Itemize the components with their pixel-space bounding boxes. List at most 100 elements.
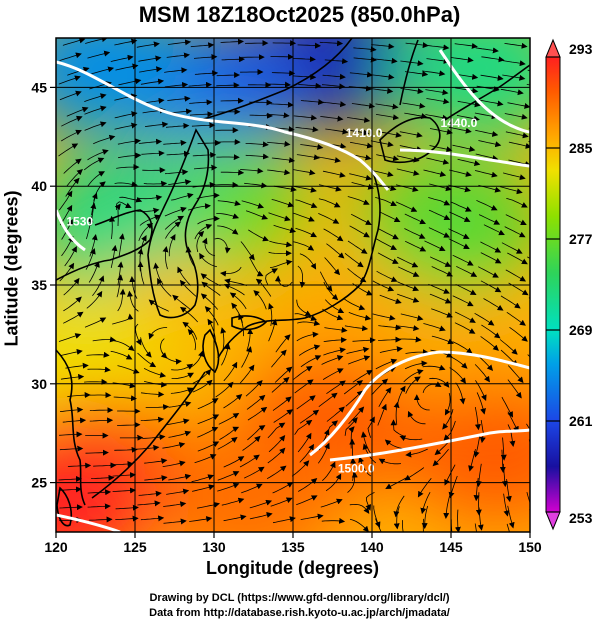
streamline [214,237,231,254]
streamline [404,467,425,481]
coastline-shikoku [231,315,268,331]
streamline [220,169,245,176]
streamline [166,488,190,495]
streamline [244,466,265,479]
streamline [375,518,382,532]
streamline [295,227,317,238]
streamline [142,434,166,441]
streamline [370,169,394,178]
streamline [349,518,369,532]
streamline [400,313,424,321]
streamline [197,398,219,410]
streamline [326,406,345,422]
streamline [166,418,190,425]
streamline [298,82,322,89]
streamline [294,419,313,435]
streamline [322,368,344,380]
streamline [189,516,213,522]
coastline-russia [199,38,353,121]
streamline [507,379,522,399]
streamline [207,318,216,341]
streamline [191,122,216,129]
streamline [322,101,347,108]
streamline [443,495,450,519]
streamline [393,506,400,530]
streamline [320,115,344,122]
streamline [454,42,478,49]
x-tick-label: 140 [360,539,384,555]
streamline [245,153,269,160]
streamline [59,90,82,101]
streamline [58,475,82,482]
streamline [157,277,172,297]
streamline [137,352,157,368]
streamline [119,196,143,203]
streamline [376,270,398,282]
streamline [442,409,454,430]
streamline [403,369,424,383]
streamline [317,156,341,163]
streamline [84,121,107,131]
streamline [58,190,73,211]
streamline [449,169,472,177]
streamline [215,381,234,398]
streamline [455,382,466,405]
y-tick-label: 30 [31,376,47,392]
streamline [402,520,404,532]
streamline [535,454,542,475]
streamline [476,199,498,211]
streamline [292,169,316,176]
streamline [474,523,477,532]
streamline [248,229,269,242]
streamline [197,441,220,452]
streamline [239,454,260,468]
streamline [200,273,221,287]
wind-streamlines [58,38,542,532]
streamline [377,252,399,264]
streamline [60,373,85,380]
streamline [349,225,370,238]
streamline [197,414,220,425]
streamline [473,434,481,458]
streamline [509,326,528,342]
streamline [481,324,501,339]
streamline [373,505,381,528]
streamline [84,93,107,102]
streamline [268,435,286,453]
streamline [422,381,442,394]
streamline [499,339,518,355]
colorbar-max-arrow [545,38,561,58]
streamline [422,518,424,532]
colorbar-min-arrow [545,511,561,531]
streamline [197,139,221,146]
streamline [504,42,528,49]
y-tick-label: 35 [31,277,47,293]
streamline [296,154,320,161]
streamline [244,182,268,189]
streamline [320,498,343,508]
streamline [349,503,370,514]
streamline [426,44,450,51]
streamline [371,43,395,50]
streamline [505,214,527,225]
streamline [452,254,474,266]
streamline [349,71,374,78]
streamline [292,212,315,222]
streamline [299,409,320,424]
streamline [249,499,273,509]
streamline [344,325,369,332]
streamline [194,70,219,77]
streamline [379,211,401,223]
streamline [426,98,450,105]
streamline [428,197,451,206]
streamline [367,416,375,438]
streamline [137,248,144,272]
streamline [83,157,105,171]
streamline [506,311,526,326]
height-contours [56,49,530,532]
streamline [343,380,364,395]
streamline [110,244,118,268]
streamline [405,448,428,458]
streamline [115,63,139,71]
streamline [148,327,168,340]
